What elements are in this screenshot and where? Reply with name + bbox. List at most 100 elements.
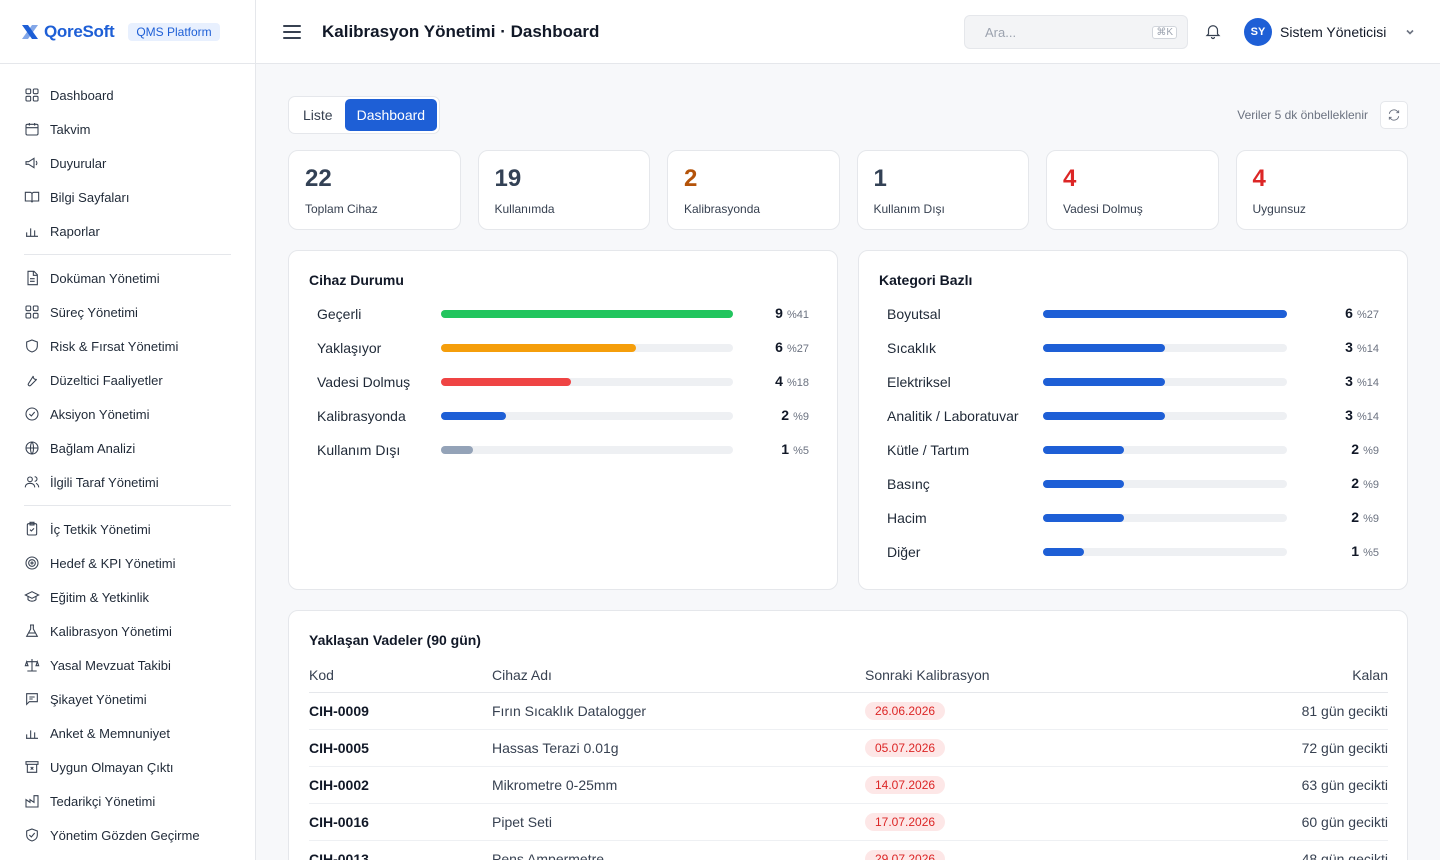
refresh-button[interactable] [1380,101,1408,129]
sidebar-item-sikayet-yonetimi[interactable]: Şikayet Yönetimi [24,682,231,716]
sidebar-item-label: Düzeltici Faaliyetler [50,372,163,388]
tab-liste[interactable]: Liste [303,107,333,123]
stat-value: 1 [873,165,887,192]
sidebar-item-label: Tedarikçi Yönetimi [50,793,156,809]
bar-percent: %27 [786,343,809,355]
sidebar-item-egitim-yetkinlik[interactable]: Eğitim & Yetkinlik [24,580,231,614]
sidebar-item-label: Doküman Yönetimi [50,270,160,286]
sidebar-item-dokuman-yonetimi[interactable]: Doküman Yönetimi [24,261,231,295]
bar-row-vadesi-dolmus: Vadesi Dolmuş [317,365,410,399]
cell-code[interactable]: CIH-0005 [309,729,492,767]
brand: QoreSoft QMS Platform [0,0,255,64]
col-cihaz-adi[interactable]: Cihaz Adı [492,658,865,693]
user-menu[interactable]: SY Sistem Yöneticisi [1244,18,1416,46]
sidebar-item-ic-tetkik-yonetimi[interactable]: İç Tetkik Yönetimi [24,512,231,546]
bar-count-value: 4 [775,373,783,389]
sidebar-item-anket-memnuniyet[interactable]: Anket & Memnuniyet [24,716,231,750]
bar-fill [1043,344,1165,352]
sidebar-item-yonetim-gozden-gecirme[interactable]: Yönetim Gözden Geçirme [24,818,231,852]
bar-count: 2 %9 [1351,441,1379,457]
brand-logo[interactable]: QoreSoft [20,22,115,42]
cell-device-name: Fırın Sıcaklık Datalogger [492,692,865,730]
table-row[interactable]: CIH-0009 Fırın Sıcaklık Datalogger 26.06.2… [309,692,1388,730]
bar-count: 2 %9 [1351,475,1379,491]
sidebar-item-duzeltici-faaliyetler[interactable]: Düzeltici Faaliyetler [24,363,231,397]
col-kod[interactable]: Kod [309,658,492,693]
cell-code[interactable]: CIH-0009 [309,692,492,730]
bar-count-value: 3 [1345,373,1353,389]
tab-dashboard[interactable]: Dashboard [344,99,438,131]
sidebar-item-risk-firsat-yonetimi[interactable]: Risk & Fırsat Yönetimi [24,329,231,363]
bar-track [441,378,733,386]
cell-code[interactable]: CIH-0016 [309,803,492,841]
sidebar-item-label: Anket & Memnuniyet [50,725,170,741]
stat-card-uygunsuz[interactable]: 4 Uygunsuz [1235,150,1408,230]
sidebar-item-aksiyon-yonetimi[interactable]: Aksiyon Yönetimi [24,397,231,431]
search-box[interactable]: ⌘K [964,15,1188,49]
sidebar-item-surec-yonetimi[interactable]: Süreç Yönetimi [24,295,231,329]
cell-code[interactable]: CIH-0002 [309,766,492,804]
logo-mark-icon [22,24,38,39]
bar-count-value: 9 [775,305,783,321]
shield-check-icon [26,828,38,842]
sidebar-item-bilgi-sayfalari[interactable]: Bilgi Sayfaları [24,180,231,214]
bar-percent: %27 [1356,309,1379,321]
sidebar-item-uygun-olmayan-cikti[interactable]: Uygun Olmayan Çıktı [24,750,231,784]
stat-card-vadesi-dolmus[interactable]: 4 Vadesi Dolmuş [1046,150,1219,230]
stat-label: Uygunsuz [1252,202,1306,216]
stat-value: 4 [1063,165,1077,192]
bar-row-kutle-tartim: Kütle / Tartım [887,433,969,467]
bar-count: 6 %27 [775,339,809,355]
bar-fill [441,378,571,386]
bar-count-value: 6 [1345,305,1353,321]
date-badge: 29.07.2026 [865,849,946,860]
bar-track [1043,412,1287,420]
sidebar-item-ilgili-taraf-yonetimi[interactable]: İlgili Taraf Yönetimi [24,465,231,499]
sidebar-item-label: Aksiyon Yönetimi [50,406,150,422]
sidebar-item-takvim[interactable]: Takvim [24,112,231,146]
col-sonraki-kalibrasyon[interactable]: Sonraki Kalibrasyon [865,658,1165,693]
sidebar-item-baglam-analizi[interactable]: Bağlam Analizi [24,431,231,465]
cell-remaining: 60 gün gecikti [1165,803,1388,841]
table-row[interactable]: CIH-0002 Mikrometre 0-25mm 14.07.2026 63 gü… [309,766,1388,804]
search-input[interactable] [985,24,1153,40]
bar-percent: %5 [793,445,809,457]
sidebar-item-label: Eğitim & Yetkinlik [50,589,149,605]
stat-card-kalibrasyonda[interactable]: 2 Kalibrasyonda [667,150,840,230]
category-panel: Kategori Bazlı Boyutsal 6 %27 Sıcaklık 3 %14 E… [858,250,1408,590]
bar-count-value: 1 [781,441,790,457]
cell-remaining: 72 gün gecikti [1165,729,1388,767]
sidebar-item-dashboard[interactable]: Dashboard [24,78,231,112]
cell-next-calibration: 29.07.2026 [865,840,1165,860]
cell-device-name: Pipet Seti [492,803,865,841]
cell-next-calibration: 14.07.2026 [865,766,1165,804]
cell-code[interactable]: CIH-0013 [309,840,492,860]
sidebar-item-yasal-mevzuat-takibi[interactable]: Yasal Mevzuat Takibi [24,648,231,682]
stat-card-kullanim-disi[interactable]: 1 Kullanım Dışı [856,150,1029,230]
sidebar-item-hedef-kpi-yonetimi[interactable]: Hedef & KPI Yönetimi [24,546,231,580]
sidebar-item-tedarikci-yonetimi[interactable]: Tedarikçi Yönetimi [24,784,231,818]
col-kalan[interactable]: Kalan [1165,658,1388,693]
stat-card-kullanimda[interactable]: 19 Kullanımda [477,150,650,230]
table-row[interactable]: CIH-0013 Pens Ampermetre 29.07.2026 48 gün … [309,840,1388,860]
sidebar-item-label: Risk & Fırsat Yönetimi [50,338,179,354]
check-circle-icon [25,407,39,421]
menu-toggle-icon[interactable] [283,24,301,39]
stat-value: 2 [684,165,698,192]
bar-fill [1043,378,1165,386]
bell-icon[interactable] [1204,22,1222,40]
bar-track [1043,514,1287,522]
bar-row-sicaklik: Sıcaklık [887,331,936,365]
sidebar-item-kalibrasyon-yonetimi[interactable]: Kalibrasyon Yönetimi [24,614,231,648]
sidebar-item-duyurular[interactable]: Duyurular [24,146,231,180]
bar-fill [1043,548,1084,556]
table-row[interactable]: CIH-0005 Hassas Terazi 0.01g 05.07.2026 72 … [309,729,1388,767]
sidebar-item-raporlar[interactable]: Raporlar [24,214,231,248]
stat-card-toplam-cihaz[interactable]: 22 Toplam Cihaz [288,150,461,230]
table-row[interactable]: CIH-0016 Pipet Seti 17.07.2026 60 gün gecik… [309,803,1388,841]
bar-count-value: 2 [1351,509,1360,525]
cell-device-name: Mikrometre 0-25mm [492,766,865,804]
cell-next-calibration: 05.07.2026 [865,729,1165,767]
bar-percent: %5 [1363,547,1379,559]
bar-label: Yaklaşıyor [317,340,382,356]
